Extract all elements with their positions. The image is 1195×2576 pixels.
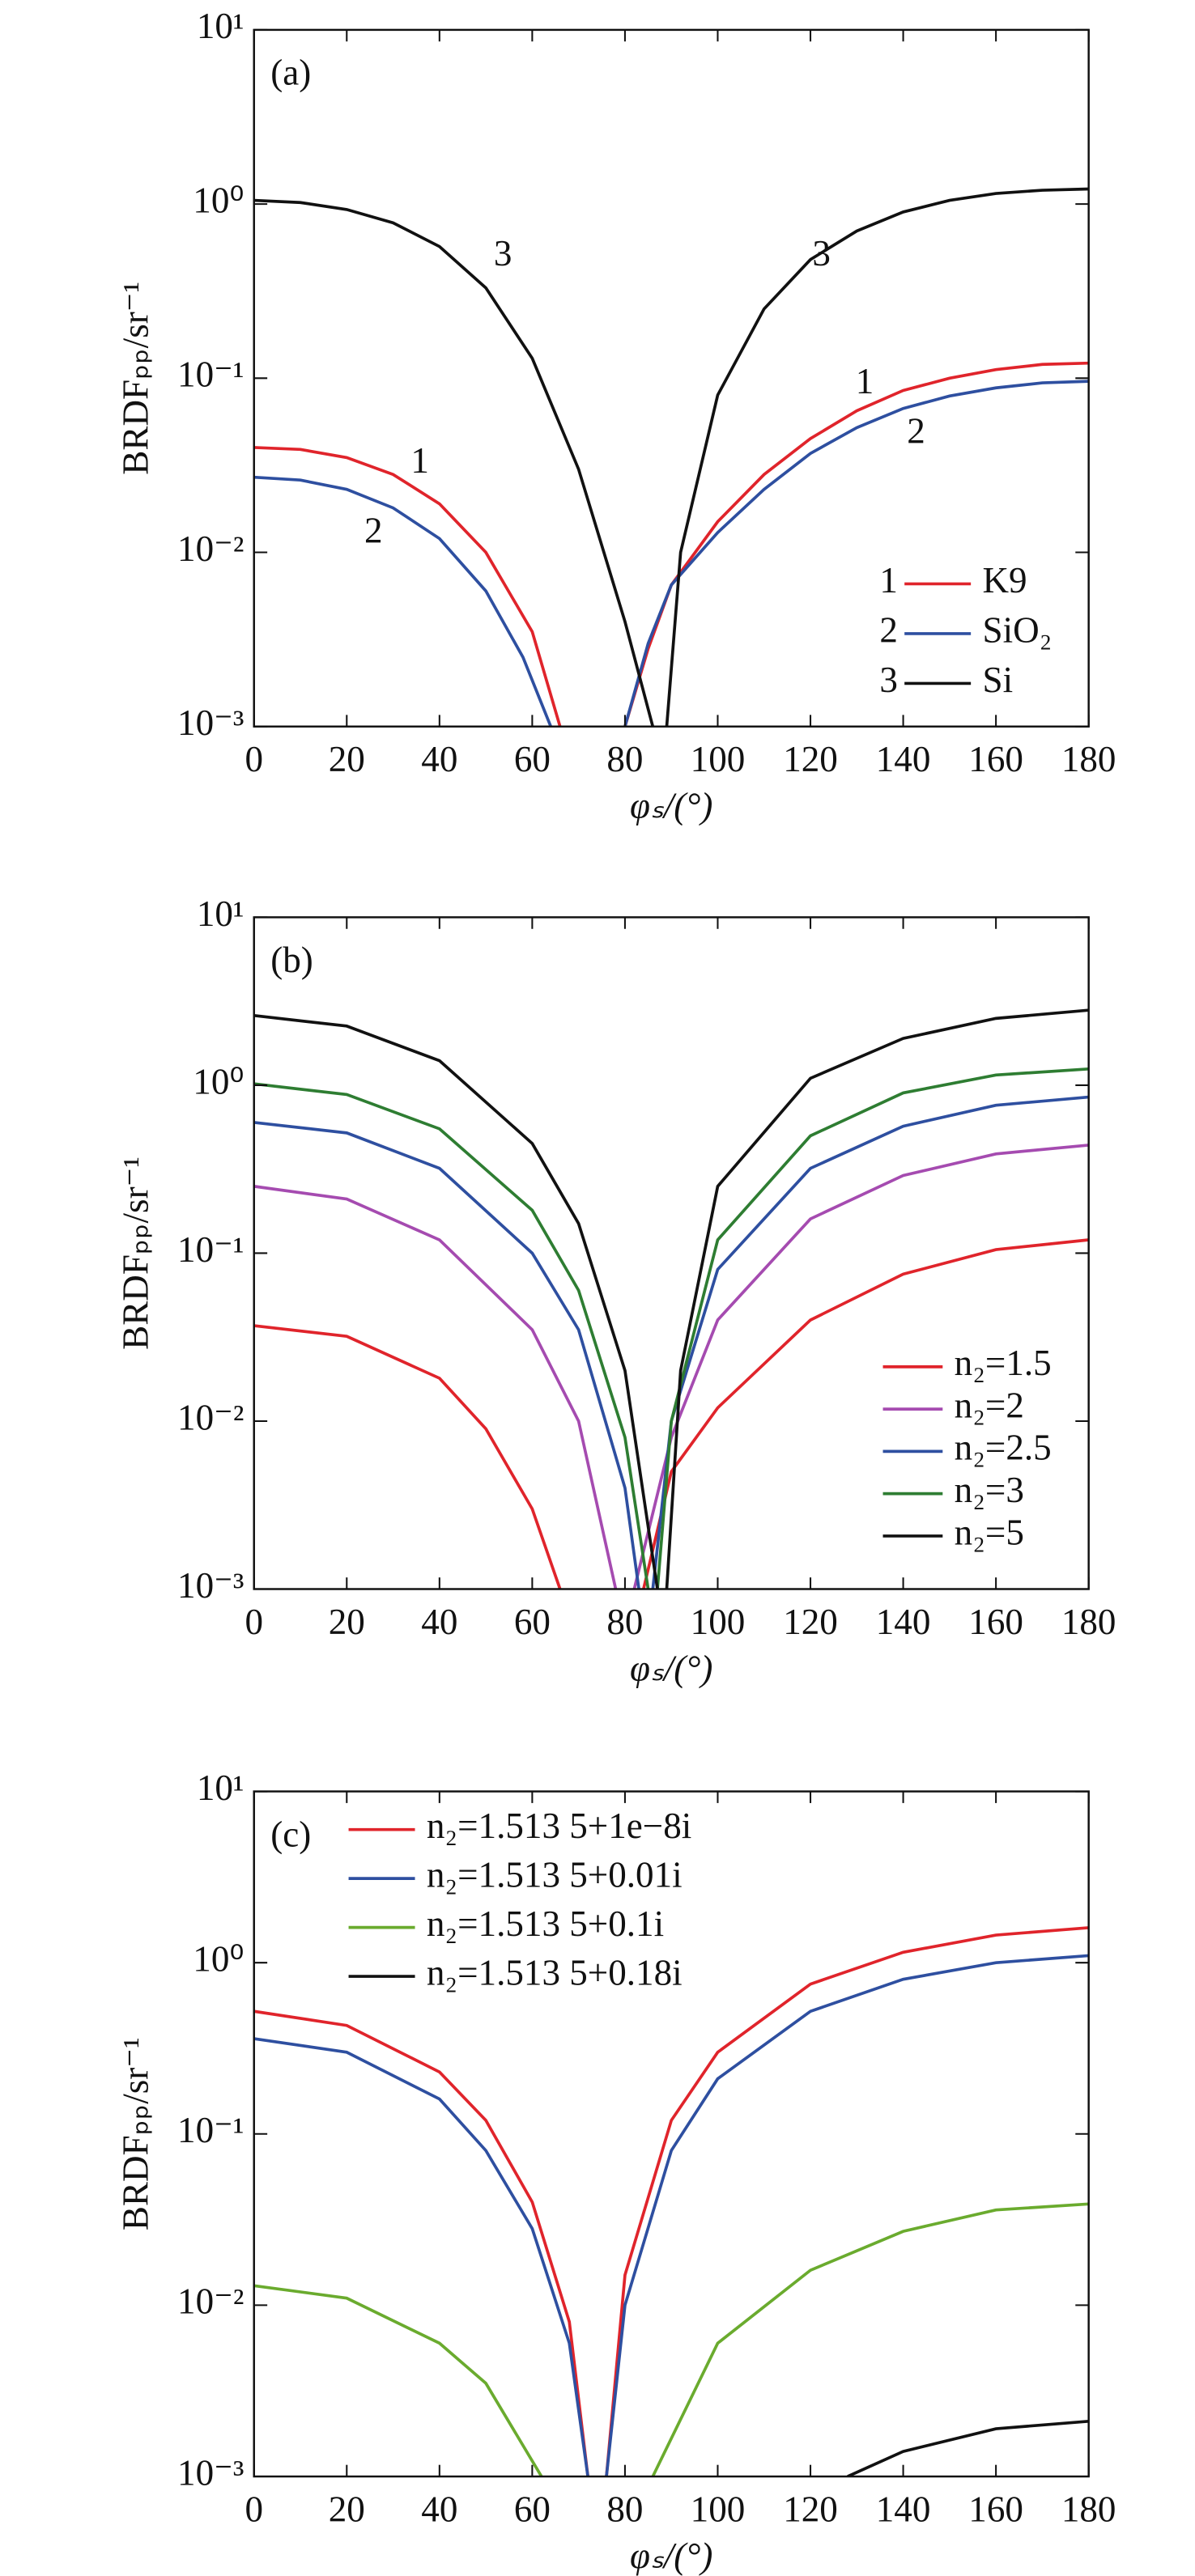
series-line [253, 1926, 1089, 2477]
x-tick-label: 180 [1061, 1602, 1116, 1642]
y-tick-label: 10⁻² [177, 2281, 244, 2322]
y-tick-label: 10⁻¹ [177, 354, 244, 395]
x-tick-label: 60 [514, 2489, 551, 2529]
legend-label: SiO₂ [983, 609, 1053, 650]
curve-label: 1 [856, 361, 874, 401]
y-tick-label: 10⁰ [193, 1939, 244, 1980]
panel-label: (c) [270, 1814, 311, 1854]
x-tick-label: 100 [691, 1602, 746, 1642]
x-tick-label: 140 [876, 739, 931, 779]
x-tick-label: 180 [1061, 739, 1116, 779]
curve-label: 1 [410, 440, 429, 481]
x-tick-label: 120 [783, 1602, 838, 1642]
x-tick-label: 0 [245, 1602, 263, 1642]
x-tick-label: 40 [421, 739, 457, 779]
curve-label: 2 [364, 510, 383, 550]
legend-label: n₂=1.513 5+1e−8i [427, 1806, 691, 1846]
series-line [253, 1954, 1089, 2477]
legend-label: n₂=2.5 [955, 1428, 1052, 1468]
x-tick-label: 0 [245, 2489, 263, 2529]
y-tick-label: 10⁻³ [177, 2452, 244, 2493]
y-tick-label: 10⁻² [177, 528, 244, 569]
plot-frame [253, 28, 1090, 728]
x-tick-label: 20 [329, 1602, 365, 1642]
series-line [847, 2419, 1089, 2477]
y-axis-label: BRDFₚₚ/sr⁻¹ [116, 2037, 156, 2230]
legend-label: Si [983, 660, 1014, 700]
series-line [253, 1238, 1089, 1589]
y-axis-label: BRDFₚₚ/sr⁻¹ [116, 282, 156, 475]
series-line [253, 1067, 1089, 1589]
curve-label: 3 [812, 233, 831, 274]
legend-number: 1 [879, 560, 898, 601]
x-tick-label: 160 [968, 2489, 1023, 2529]
y-tick-label: 10⁻³ [177, 1565, 244, 1606]
x-tick-label: 160 [968, 1602, 1023, 1642]
x-tick-label: 100 [691, 739, 746, 779]
legend-label: n₂=5 [955, 1512, 1024, 1552]
legend-label: n₂=2 [955, 1385, 1024, 1425]
y-tick-label: 10⁻³ [177, 702, 244, 743]
y-tick-label: 10¹ [197, 1768, 245, 1808]
x-tick-label: 80 [606, 739, 643, 779]
legend-number: 2 [879, 609, 898, 650]
legend-label: K9 [983, 560, 1027, 601]
x-tick-label: 40 [421, 1602, 457, 1642]
x-tick-label: 160 [968, 739, 1023, 779]
x-axis-label: φₛ/(°) [630, 786, 712, 826]
curve-label: 3 [494, 233, 512, 274]
x-tick-label: 180 [1061, 2489, 1116, 2529]
legend-label: n₂=1.513 5+0.1i [427, 1903, 664, 1944]
y-tick-label: 10¹ [197, 6, 245, 46]
y-tick-label: 10¹ [197, 893, 245, 934]
x-axis-label: φₛ/(°) [630, 1648, 712, 1688]
panel-label: (a) [270, 53, 311, 93]
x-tick-label: 140 [876, 2489, 931, 2529]
x-axis-label: φₛ/(°) [630, 2536, 712, 2576]
x-tick-label: 0 [245, 739, 263, 779]
x-tick-label: 40 [421, 2489, 457, 2529]
series-line [253, 380, 1089, 727]
series-line [253, 2202, 1089, 2477]
x-tick-label: 120 [783, 739, 838, 779]
y-axis-label: BRDFₚₚ/sr⁻¹ [116, 1156, 156, 1350]
y-tick-label: 10⁻¹ [177, 1229, 244, 1270]
y-tick-label: 10⁻² [177, 1397, 244, 1437]
series-line [253, 1008, 1089, 1589]
x-tick-label: 100 [691, 2489, 746, 2529]
legend-number: 3 [879, 660, 898, 700]
panel-label: (b) [270, 940, 313, 980]
legend-label: n₂=3 [955, 1470, 1024, 1510]
x-tick-label: 60 [514, 1602, 551, 1642]
x-tick-label: 120 [783, 2489, 838, 2529]
legend-label: n₂=1.5 [955, 1343, 1052, 1383]
curve-label: 2 [907, 410, 925, 451]
x-tick-label: 20 [329, 739, 365, 779]
legend-label: n₂=1.513 5+0.01i [427, 1854, 683, 1895]
y-tick-label: 10⁰ [193, 1061, 244, 1101]
series-line [253, 187, 1089, 727]
legend-label: n₂=1.513 5+0.18i [427, 1952, 683, 1992]
x-tick-label: 80 [606, 1602, 643, 1642]
x-tick-label: 140 [876, 1602, 931, 1642]
x-tick-label: 60 [514, 739, 551, 779]
x-tick-label: 20 [329, 2489, 365, 2529]
y-tick-label: 10⁻¹ [177, 2110, 244, 2150]
y-tick-label: 10⁰ [193, 180, 244, 220]
x-tick-label: 80 [606, 2489, 643, 2529]
